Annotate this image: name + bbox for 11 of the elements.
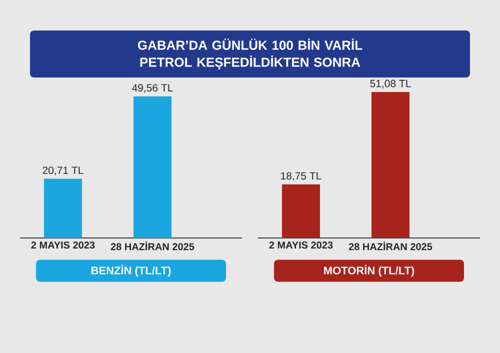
data-label: 49,56 TL [132, 84, 173, 93]
x-tick-label: 28 HAZİRAN 2025 [348, 242, 432, 250]
data-label: 51,08 TL [370, 80, 411, 88]
x-tick-label: 28 HAZİRAN 2025 [110, 242, 194, 250]
chart-title: GABAR’DA GÜNLÜK 100 BİN VARİL PETROL KEŞFEDİLDİKTEN SONRA [138, 38, 362, 70]
x-tick-label: 2 MAYIS 2023 [31, 242, 95, 249]
x-axis-title: MOTORİN (TL/LT) [324, 264, 414, 277]
data-label: 18,75 TL [281, 172, 322, 181]
x-axis-title: BENZİN (TL/LT) [92, 264, 171, 277]
data-label: 20,71 TL [42, 166, 84, 176]
x-tick-label: 2 MAYIS 2023 [269, 242, 333, 249]
